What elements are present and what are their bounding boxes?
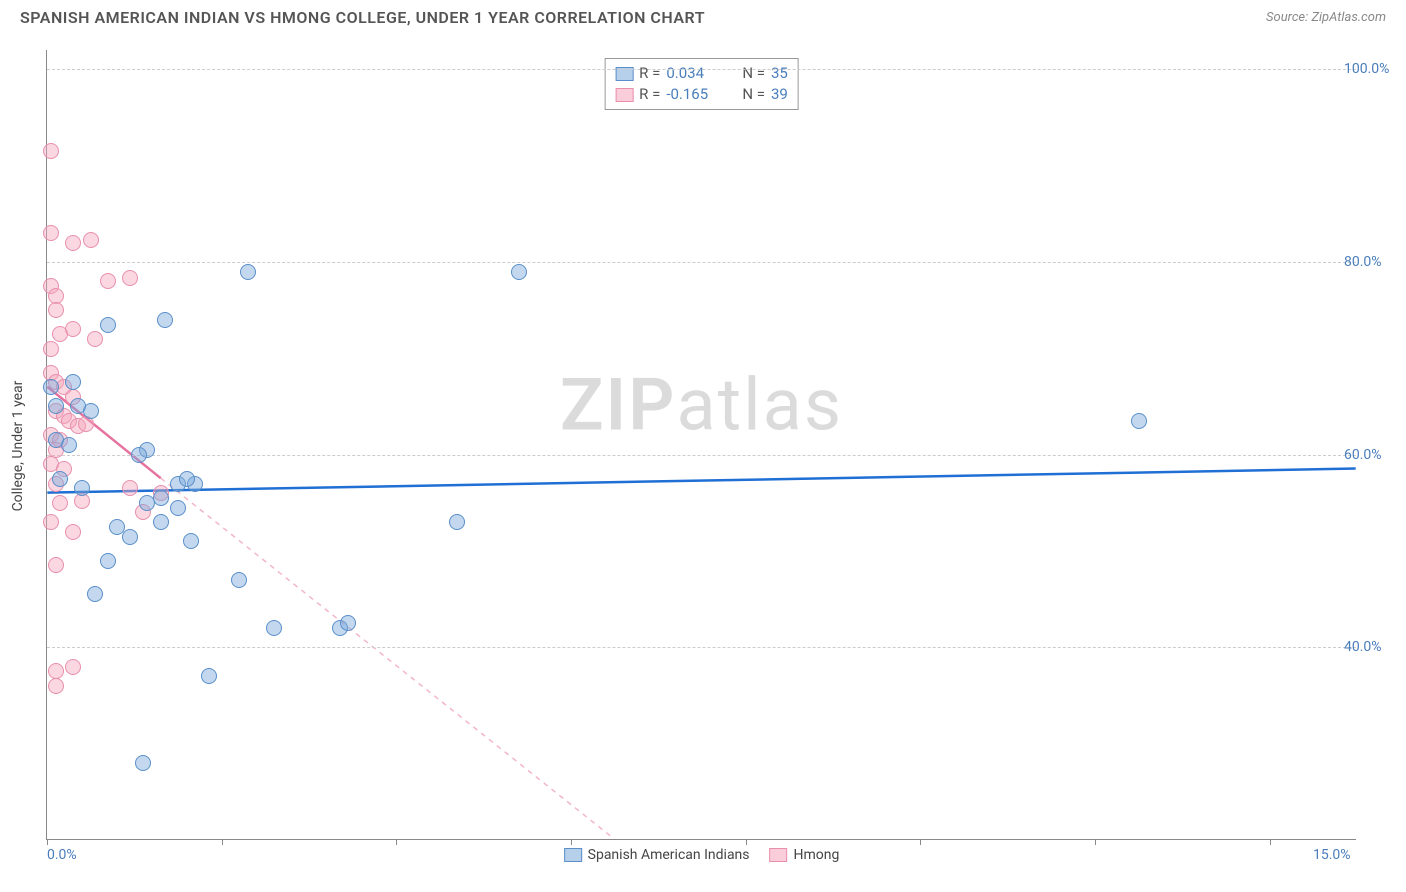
- scatter-point-pink: [65, 321, 81, 337]
- gridline-h: [47, 69, 1356, 70]
- scatter-chart: ZIPatlas R =0.034N =35R =-0.165N =39 Spa…: [46, 50, 1356, 840]
- scatter-point-blue: [65, 374, 81, 390]
- scatter-point-blue: [70, 398, 86, 414]
- x-tick-mark: [571, 839, 572, 845]
- scatter-point-blue: [183, 533, 199, 549]
- trend-lines-layer: [47, 50, 1356, 839]
- x-tick-mark: [920, 839, 921, 845]
- legend-swatch-pink: [770, 848, 788, 862]
- stat-n-value: 39: [771, 84, 788, 105]
- scatter-point-blue: [266, 620, 282, 636]
- scatter-point-blue: [340, 615, 356, 631]
- scatter-point-pink: [83, 232, 99, 248]
- stat-r-value: 0.034: [666, 63, 736, 84]
- x-tick-mark: [1095, 839, 1096, 845]
- scatter-point-blue: [100, 553, 116, 569]
- scatter-point-blue: [153, 514, 169, 530]
- scatter-point-blue: [449, 514, 465, 530]
- x-tick-label: 0.0%: [47, 847, 77, 863]
- scatter-point-blue: [157, 312, 173, 328]
- scatter-point-blue: [231, 572, 247, 588]
- scatter-point-blue: [61, 437, 77, 453]
- stats-row: R =-0.165N =39: [615, 84, 788, 105]
- scatter-point-pink: [43, 514, 59, 530]
- scatter-point-blue: [511, 264, 527, 280]
- legend-swatch-blue: [564, 848, 582, 862]
- scatter-point-blue: [43, 379, 59, 395]
- scatter-point-pink: [100, 273, 116, 289]
- stats-row: R =0.034N =35: [615, 63, 788, 84]
- scatter-point-blue: [74, 480, 90, 496]
- scatter-point-blue: [52, 471, 68, 487]
- scatter-point-pink: [65, 524, 81, 540]
- scatter-point-pink: [48, 678, 64, 694]
- x-tick-mark: [47, 839, 48, 845]
- scatter-point-pink: [122, 270, 138, 286]
- scatter-point-blue: [131, 447, 147, 463]
- trend-line: [161, 478, 615, 839]
- scatter-point-blue: [135, 755, 151, 771]
- x-tick-mark: [1270, 839, 1271, 845]
- scatter-point-pink: [43, 341, 59, 357]
- scatter-point-pink: [87, 331, 103, 347]
- scatter-point-blue: [139, 495, 155, 511]
- gridline-h: [47, 262, 1356, 263]
- scatter-point-pink: [43, 143, 59, 159]
- series-legend-label: Spanish American Indians: [588, 847, 750, 863]
- gridline-h: [47, 455, 1356, 456]
- series-legend: Spanish American Indians Hmong: [564, 847, 840, 863]
- stats-legend: R =0.034N =35R =-0.165N =39: [604, 58, 799, 110]
- watermark: ZIPatlas: [560, 363, 843, 448]
- scatter-point-blue: [170, 500, 186, 516]
- chart-source: Source: ZipAtlas.com: [1266, 10, 1386, 25]
- y-tick-label: 40.0%: [1344, 639, 1404, 655]
- chart-title: SPANISH AMERICAN INDIAN VS HMONG COLLEGE…: [20, 8, 705, 27]
- scatter-point-pink: [122, 480, 138, 496]
- scatter-point-blue: [179, 471, 195, 487]
- scatter-point-pink: [43, 225, 59, 241]
- x-tick-mark: [396, 839, 397, 845]
- legend-swatch-pink: [615, 88, 633, 102]
- scatter-point-pink: [65, 659, 81, 675]
- y-tick-label: 80.0%: [1344, 254, 1404, 270]
- y-tick-label: 100.0%: [1344, 61, 1404, 77]
- series-legend-label: Hmong: [794, 847, 840, 863]
- series-legend-item: Hmong: [770, 847, 840, 863]
- x-tick-label: 15.0%: [1313, 847, 1351, 863]
- scatter-point-blue: [87, 586, 103, 602]
- chart-header: SPANISH AMERICAN INDIAN VS HMONG COLLEGE…: [0, 0, 1406, 35]
- x-tick-mark: [746, 839, 747, 845]
- scatter-point-blue: [1131, 413, 1147, 429]
- scatter-point-pink: [65, 235, 81, 251]
- gridline-h: [47, 647, 1356, 648]
- scatter-point-blue: [201, 668, 217, 684]
- y-axis-label: College, Under 1 year: [10, 381, 26, 512]
- x-tick-mark: [222, 839, 223, 845]
- scatter-point-pink: [48, 302, 64, 318]
- scatter-point-blue: [48, 398, 64, 414]
- trend-line: [47, 469, 1355, 493]
- scatter-point-pink: [52, 495, 68, 511]
- scatter-point-blue: [122, 529, 138, 545]
- stat-r-value: -0.165: [666, 84, 736, 105]
- scatter-point-blue: [100, 317, 116, 333]
- scatter-point-pink: [48, 557, 64, 573]
- scatter-point-blue: [240, 264, 256, 280]
- stat-n-value: 35: [771, 63, 788, 84]
- series-legend-item: Spanish American Indians: [564, 847, 750, 863]
- y-tick-label: 60.0%: [1344, 447, 1404, 463]
